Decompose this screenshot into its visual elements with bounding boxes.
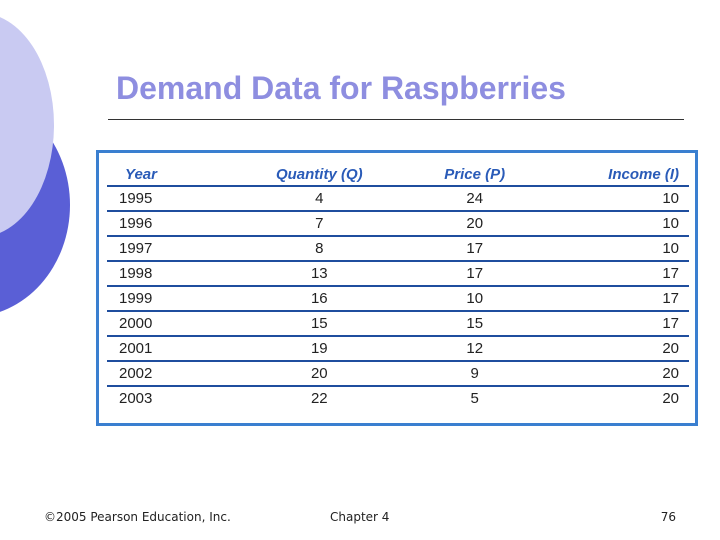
footer-chapter: Chapter 4 — [330, 510, 390, 524]
cell-income: 10 — [552, 211, 689, 237]
title-divider — [108, 119, 684, 120]
cell-year: 1995 — [107, 186, 242, 212]
cell-price: 5 — [470, 390, 479, 407]
back-circle — [0, 98, 70, 312]
cell-quantity: 19 — [241, 336, 398, 362]
cell-quantity: 16 — [241, 286, 398, 312]
cell-income: 20 — [552, 361, 689, 387]
table-row: 2001 19 12 20 — [107, 336, 689, 362]
demand-table-frame: Year Quantity (Q) Price (P) Income (I) 1… — [96, 150, 698, 426]
slide-title: Demand Data for Raspberries — [116, 70, 566, 106]
cell-quantity: 4 — [241, 186, 398, 212]
cell-price: 17 — [397, 261, 553, 287]
cell-income: 17 — [552, 286, 689, 312]
cell-quantity: 22 — [310, 390, 328, 407]
cell-year: 2002 — [107, 361, 242, 387]
table-row: 1996 7 20 10 — [107, 211, 689, 237]
cell-year: 1998 — [107, 261, 242, 287]
cell-quantity: 15 — [241, 311, 398, 337]
cell-income: 10 — [552, 236, 689, 262]
cell-quantity: 20 — [241, 361, 398, 387]
table-row: 1998 13 17 17 — [107, 261, 689, 287]
cell-price: 24 — [397, 186, 553, 212]
header-price: Price (P) — [397, 163, 553, 187]
cell-price: 15 — [397, 311, 553, 337]
cell-income: 20 — [662, 390, 679, 407]
front-circle — [0, 17, 54, 233]
header-quantity: Quantity (Q) — [241, 163, 398, 187]
cell-year: 2001 — [107, 336, 242, 362]
footer-copyright: ©2005 Pearson Education, Inc. — [44, 510, 231, 524]
footer-page-number: 76 — [660, 510, 676, 524]
cell-year: 1999 — [107, 286, 242, 312]
cell-quantity: 8 — [241, 236, 398, 262]
demand-data-table: Year Quantity (Q) Price (P) Income (I) 1… — [107, 163, 689, 410]
table-row: 1995 4 24 10 — [107, 186, 689, 212]
header-income: Income (I) — [552, 163, 689, 187]
table-row: 1997 8 17 10 — [107, 236, 689, 262]
cell-price: 20 — [397, 211, 553, 237]
cell-income: 17 — [552, 261, 689, 287]
cell-quantity: 13 — [241, 261, 398, 287]
table-row: 2000 15 15 17 — [107, 311, 689, 337]
cell-income: 17 — [552, 311, 689, 337]
cell-price: 10 — [397, 286, 553, 312]
table-row: 2003 22 5 20 — [107, 386, 689, 410]
cell-year: 1996 — [107, 211, 242, 237]
cell-price: 17 — [397, 236, 553, 262]
cell-year: 1997 — [107, 236, 242, 262]
cell-income: 20 — [552, 336, 689, 362]
cell-price: 9 — [397, 361, 553, 387]
table-row: 2002 20 9 20 — [107, 361, 689, 387]
header-year: Year — [107, 163, 242, 187]
cell-income: 10 — [552, 186, 689, 212]
cell-year: 2003 — [119, 390, 153, 407]
cell-price: 12 — [397, 336, 553, 362]
cell-year: 2000 — [107, 311, 242, 337]
cell-quantity: 7 — [241, 211, 398, 237]
table-header-row: Year Quantity (Q) Price (P) Income (I) — [107, 163, 689, 187]
table-row: 1999 16 10 17 — [107, 286, 689, 312]
